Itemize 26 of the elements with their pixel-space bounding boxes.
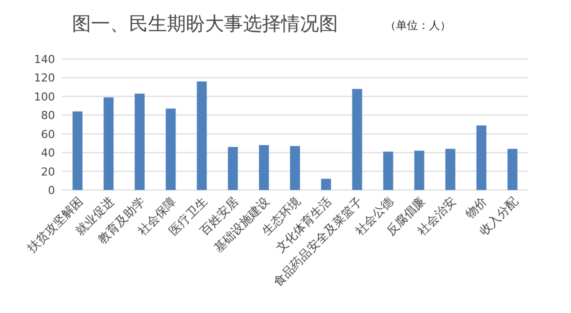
y-tick-label: 100 (34, 90, 55, 104)
y-tick-label: 0 (48, 184, 55, 197)
bar (196, 81, 207, 190)
bar (445, 148, 456, 190)
y-tick-label: 20 (41, 165, 55, 178)
bar (72, 111, 83, 190)
bar (134, 94, 145, 190)
bar (352, 88, 362, 190)
bar (166, 108, 176, 190)
bar (476, 125, 486, 190)
bar (290, 146, 300, 190)
chart-title: 图一、民生期盼大事选择情况图 (72, 13, 338, 35)
y-tick-label: 120 (34, 72, 55, 85)
bar (383, 152, 394, 190)
bar (228, 146, 238, 190)
bar (414, 150, 424, 190)
bar (321, 178, 332, 190)
x-tick-label: 物价 (462, 194, 490, 222)
chart-subtitle: （单位：人） (385, 19, 451, 32)
y-tick-label: 80 (41, 109, 55, 122)
y-tick-label: 140 (34, 53, 55, 66)
bar (507, 148, 518, 190)
y-tick-label: 60 (41, 128, 55, 141)
y-tick-label: 40 (41, 146, 55, 160)
bar (258, 145, 269, 190)
bar (104, 97, 114, 190)
